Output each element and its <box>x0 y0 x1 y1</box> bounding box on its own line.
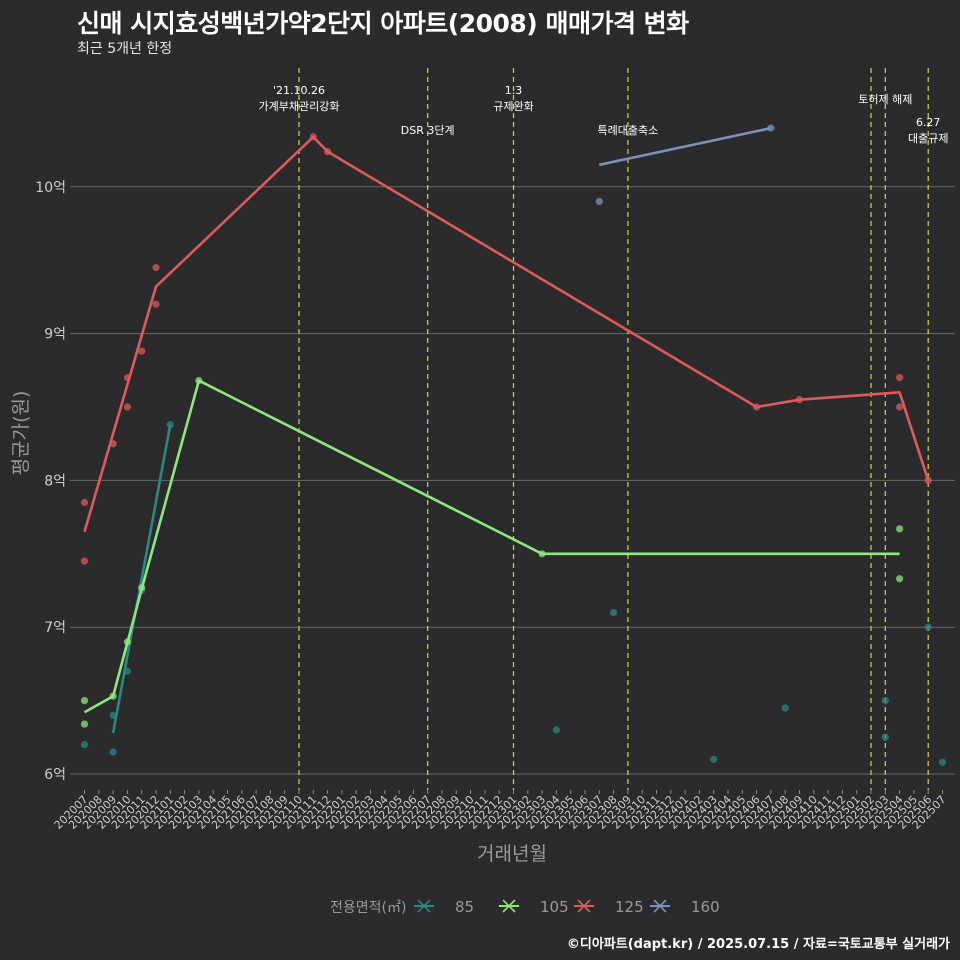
y-tick-label: 9억 <box>44 327 66 343</box>
series-layer <box>80 124 947 766</box>
grid-lines <box>70 186 955 775</box>
legend-item-125: 125 <box>574 898 644 916</box>
x-axis-label: 거래년월 <box>477 843 547 865</box>
data-point <box>152 263 160 272</box>
data-point <box>896 525 904 533</box>
series-line <box>599 126 772 167</box>
legend-item-105: 105 <box>499 898 569 916</box>
data-point <box>123 403 131 411</box>
data-point <box>109 748 117 756</box>
data-point <box>924 623 932 631</box>
data-point <box>881 697 889 705</box>
event-label: 대출규제 <box>908 132 948 145</box>
event-label: 6.27 <box>916 116 941 129</box>
event-label: 가계부채관리강화 <box>259 100 340 113</box>
data-point <box>896 374 904 382</box>
data-point <box>938 758 947 766</box>
series-125 <box>80 133 932 565</box>
event-label: 규제완화 <box>493 100 533 113</box>
data-point <box>781 704 789 712</box>
legend-key-cross <box>502 899 516 913</box>
data-point <box>881 733 889 741</box>
data-point <box>896 403 904 411</box>
data-point <box>552 726 561 734</box>
series-line <box>83 135 930 533</box>
legend-item-85: 85 <box>414 898 474 916</box>
data-point <box>80 720 89 728</box>
source-caption: ©디아파트(dapt.kr) / 2025.07.15 / 자료=국토교통부 실… <box>566 937 950 952</box>
legend-label: 85 <box>455 898 474 916</box>
legend-key-cross <box>577 899 591 913</box>
data-point <box>767 124 775 132</box>
chart-subtitle: 최근 5개년 한정 <box>77 41 173 57</box>
event-label: 1.3 <box>505 84 523 97</box>
series-85 <box>80 421 947 766</box>
data-point <box>80 557 89 565</box>
y-tick-label: 6억 <box>44 767 66 783</box>
data-point <box>710 755 718 763</box>
data-point <box>80 498 89 507</box>
series-105 <box>80 376 904 728</box>
y-axis-ticks: 6억 7억 8억 9억 10억 <box>35 180 66 783</box>
chart-title: 신매 시지효성백년가약2단지 아파트(2008) 매매가격 변화 <box>77 9 689 38</box>
series-160 <box>595 124 775 206</box>
data-point <box>80 741 89 749</box>
y-axis-label: 평균가(원) <box>10 391 32 476</box>
legend-label: 125 <box>615 898 644 916</box>
series-line <box>83 379 900 714</box>
data-point <box>896 575 904 583</box>
y-tick-label: 10억 <box>35 180 66 196</box>
event-label: 토허제 해제 <box>858 92 912 106</box>
legend-key-cross <box>653 899 667 913</box>
legend-title: 전용면적(㎡) <box>330 900 406 916</box>
series-line <box>111 424 172 734</box>
legend-label: 160 <box>691 898 720 916</box>
data-point <box>138 347 146 355</box>
legend-item-160: 160 <box>650 898 720 916</box>
x-axis-ticks: 2020072020082020092020102020112020122021… <box>52 790 949 832</box>
legend-key-cross <box>417 899 431 913</box>
data-point <box>80 697 89 705</box>
event-label: '21.10.26 <box>273 84 325 97</box>
data-point <box>595 197 603 206</box>
event-label: 특례대출축소 <box>598 124 659 137</box>
legend-label: 105 <box>540 898 569 916</box>
legend: 전용면적(㎡) 85 105 125 160 <box>330 898 720 916</box>
data-point <box>610 608 618 617</box>
y-tick-label: 7억 <box>44 620 66 636</box>
data-point <box>152 300 160 308</box>
event-label: DSR 3단계 <box>401 124 455 137</box>
y-tick-label: 8억 <box>44 473 66 489</box>
